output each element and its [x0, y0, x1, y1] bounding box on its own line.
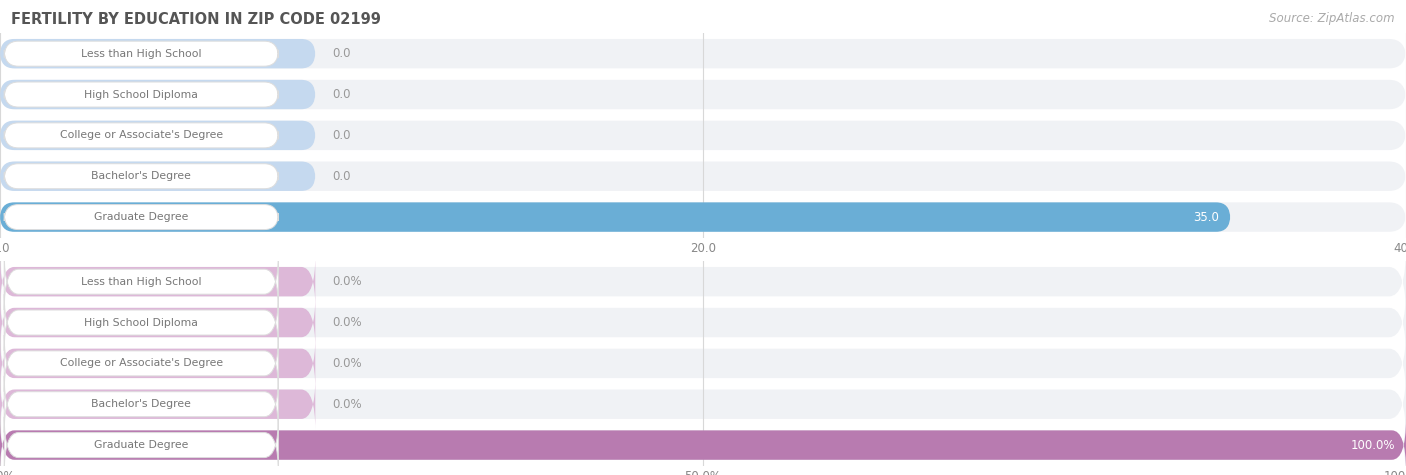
Text: Bachelor's Degree: Bachelor's Degree	[91, 171, 191, 181]
Text: 0.0: 0.0	[332, 88, 350, 101]
FancyBboxPatch shape	[0, 370, 1406, 438]
Text: Bachelor's Degree: Bachelor's Degree	[91, 399, 191, 409]
Text: 0.0: 0.0	[332, 47, 350, 60]
Text: College or Associate's Degree: College or Associate's Degree	[59, 130, 224, 141]
Text: FERTILITY BY EDUCATION IN ZIP CODE 02199: FERTILITY BY EDUCATION IN ZIP CODE 02199	[11, 12, 381, 27]
FancyBboxPatch shape	[0, 80, 1406, 109]
FancyBboxPatch shape	[4, 41, 278, 66]
FancyBboxPatch shape	[0, 378, 315, 430]
FancyBboxPatch shape	[4, 294, 278, 351]
Text: Source: ZipAtlas.com: Source: ZipAtlas.com	[1270, 12, 1395, 25]
FancyBboxPatch shape	[4, 82, 278, 107]
Text: College or Associate's Degree: College or Associate's Degree	[59, 358, 224, 369]
Text: 0.0%: 0.0%	[332, 275, 361, 288]
Text: 0.0%: 0.0%	[332, 398, 361, 411]
FancyBboxPatch shape	[0, 39, 315, 68]
FancyBboxPatch shape	[0, 121, 315, 150]
FancyBboxPatch shape	[0, 202, 1230, 232]
Text: Less than High School: Less than High School	[82, 48, 201, 59]
FancyBboxPatch shape	[0, 411, 1406, 475]
FancyBboxPatch shape	[4, 164, 278, 189]
Text: 0.0%: 0.0%	[332, 316, 361, 329]
FancyBboxPatch shape	[4, 417, 278, 474]
FancyBboxPatch shape	[0, 337, 315, 390]
Text: 0.0: 0.0	[332, 170, 350, 183]
FancyBboxPatch shape	[0, 329, 1406, 398]
FancyBboxPatch shape	[0, 39, 1406, 68]
Text: Graduate Degree: Graduate Degree	[94, 440, 188, 450]
Text: Graduate Degree: Graduate Degree	[94, 212, 188, 222]
FancyBboxPatch shape	[0, 162, 315, 191]
Text: 0.0%: 0.0%	[332, 357, 361, 370]
FancyBboxPatch shape	[4, 205, 278, 229]
FancyBboxPatch shape	[4, 335, 278, 392]
Text: High School Diploma: High School Diploma	[84, 89, 198, 100]
FancyBboxPatch shape	[0, 80, 315, 109]
FancyBboxPatch shape	[0, 121, 1406, 150]
Text: High School Diploma: High School Diploma	[84, 317, 198, 328]
FancyBboxPatch shape	[0, 247, 1406, 316]
Text: 100.0%: 100.0%	[1350, 438, 1395, 452]
FancyBboxPatch shape	[0, 202, 1406, 232]
Text: 0.0: 0.0	[332, 129, 350, 142]
Text: 35.0: 35.0	[1194, 210, 1219, 224]
FancyBboxPatch shape	[4, 253, 278, 310]
FancyBboxPatch shape	[4, 123, 278, 148]
FancyBboxPatch shape	[0, 296, 315, 349]
FancyBboxPatch shape	[0, 162, 1406, 191]
FancyBboxPatch shape	[0, 256, 315, 308]
FancyBboxPatch shape	[4, 376, 278, 433]
Text: Less than High School: Less than High School	[82, 276, 201, 287]
FancyBboxPatch shape	[0, 419, 1406, 471]
FancyBboxPatch shape	[0, 288, 1406, 357]
